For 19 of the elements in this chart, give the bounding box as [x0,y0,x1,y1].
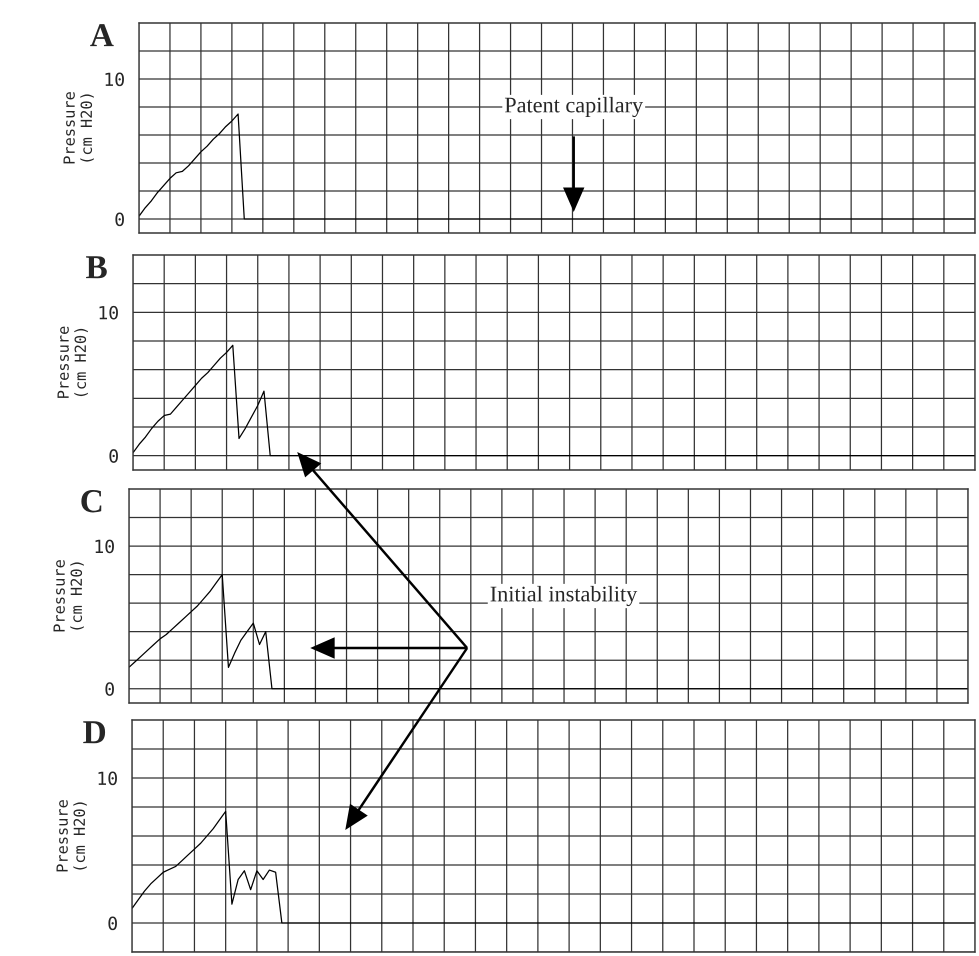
y-tick-label: 0 [109,449,118,463]
y-tick-label: 10 [100,306,118,320]
y-axis-title: Pressure (cm H20) [64,92,94,164]
y-axis-title: Pressure (cm H20) [58,326,88,398]
annotation: Patent capillary [504,96,644,118]
annotation: Initial instability [490,586,638,606]
y-axis-title: Pressure (cm H20) [56,800,87,872]
chart-title: B [86,256,107,278]
chart-title: D [83,721,106,744]
y-tick-label: 0 [108,916,117,930]
chart-title: A [90,24,114,46]
y-tick-label: 0 [115,212,124,226]
y-tick-label: 10 [106,72,124,86]
y-tick-label: 10 [98,772,117,786]
y-tick-label: 0 [105,682,114,696]
chart-title: C [81,490,102,512]
y-axis-title: Pressure (cm H20) [54,560,84,632]
line-series [132,810,975,924]
y-tick-label: 10 [96,540,114,554]
